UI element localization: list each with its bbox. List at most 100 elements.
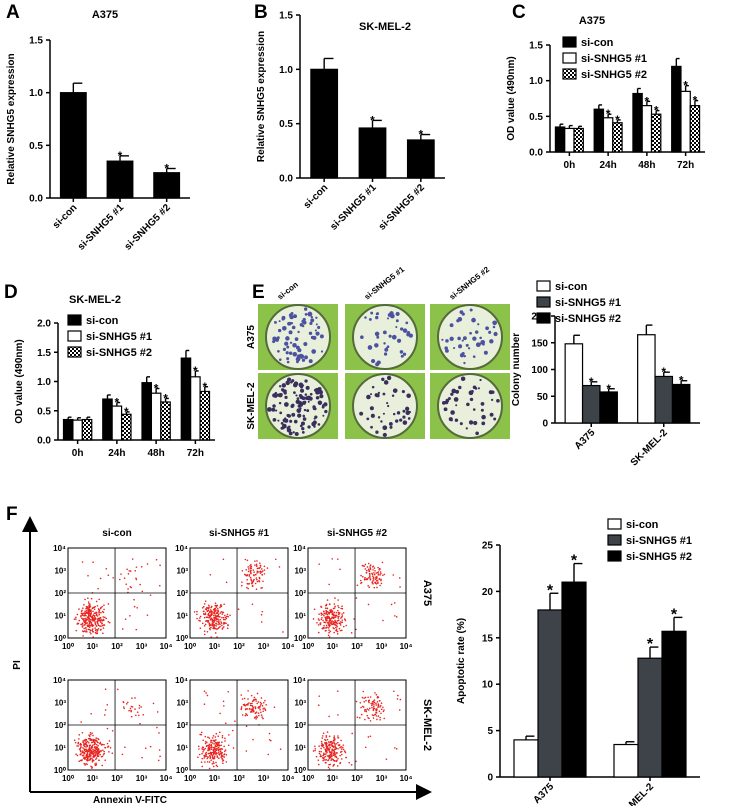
flow-dot <box>373 701 376 704</box>
flow-x-tick-label: 10¹ <box>327 642 339 651</box>
flow-dot <box>99 621 102 623</box>
error-bar <box>625 741 635 745</box>
significance: * <box>163 391 168 405</box>
flow-dot <box>96 604 99 607</box>
colony-dot <box>297 404 301 408</box>
colony-dot <box>278 358 282 361</box>
significance: * <box>647 636 654 653</box>
flow-dot <box>252 709 255 711</box>
bar <box>661 630 687 778</box>
flow-dot <box>331 620 334 622</box>
flow-dot <box>383 709 385 711</box>
flow-dot <box>85 614 87 617</box>
flow-dot <box>251 581 254 583</box>
flow-dot <box>329 622 332 624</box>
error-bar <box>76 417 81 421</box>
flow-dot <box>204 754 206 757</box>
flow-dot <box>81 561 84 563</box>
colony-dot <box>389 311 394 316</box>
colony-dot <box>377 391 381 394</box>
legend-swatch <box>607 534 622 546</box>
flow-dot <box>342 746 344 749</box>
flow-dot <box>372 709 375 712</box>
significance: * <box>606 382 611 396</box>
flow-dot <box>221 741 223 744</box>
flow-dot <box>222 627 224 629</box>
significance: * <box>164 162 169 176</box>
flow-dot <box>258 580 261 583</box>
flow-dot <box>219 712 221 715</box>
flow-dot <box>85 753 88 756</box>
colony-dot <box>469 331 472 335</box>
flow-dot <box>215 749 218 752</box>
flow-dot <box>244 714 247 717</box>
flow-dot <box>94 621 96 623</box>
flow-dot <box>94 616 96 618</box>
flow-dot <box>262 710 264 713</box>
colony-dot <box>282 426 285 430</box>
flow-dot <box>373 705 375 708</box>
flow-dot <box>211 763 214 765</box>
flow-dot <box>75 753 77 756</box>
flow-dot <box>208 606 210 608</box>
flow-dot <box>223 745 225 748</box>
flow-dot <box>97 627 100 630</box>
colony-dot <box>298 382 304 388</box>
flow-dot <box>317 704 320 707</box>
flow-dot <box>256 567 259 570</box>
flow-dot <box>80 615 82 618</box>
flow-dot <box>341 605 343 608</box>
flow-dot <box>263 573 266 575</box>
y-tick-label: 0 <box>487 773 493 784</box>
flow-dot <box>255 577 258 579</box>
flow-dot <box>363 701 366 703</box>
flow-x-tick-label: 10² <box>111 642 123 651</box>
flow-dot <box>205 753 208 756</box>
x-tick-label: 24h <box>600 160 617 171</box>
flow-dot <box>130 709 132 712</box>
flow-dot <box>124 618 127 620</box>
flow-row-label: A375 <box>421 580 433 606</box>
flow-dot <box>320 605 322 608</box>
flow-dot <box>217 748 220 751</box>
colony-dot <box>311 349 317 354</box>
flow-dot <box>158 732 160 734</box>
flow-dot <box>135 628 138 631</box>
flow-dot <box>323 746 325 749</box>
flow-dot <box>198 748 200 750</box>
flow-dot <box>201 757 204 760</box>
colony-dot <box>308 359 313 364</box>
flow-dot <box>392 690 395 693</box>
flow-dot <box>206 694 209 697</box>
y-tick-label: 15 <box>482 633 494 644</box>
flow-dot <box>368 570 371 573</box>
significance: * <box>571 553 578 570</box>
flow-x-tick-label: 10² <box>351 642 363 651</box>
y-tick-label: 0.0 <box>29 194 43 205</box>
significance: * <box>418 128 423 142</box>
flow-y-tick-label: 10² <box>54 589 66 598</box>
flow-dot <box>204 740 207 743</box>
legend-swatch <box>67 314 82 326</box>
colony-dot <box>314 329 317 332</box>
flow-dot <box>321 742 323 745</box>
flow-dot <box>78 619 81 622</box>
flow-dot <box>262 708 264 710</box>
flow-dot <box>367 603 370 606</box>
flow-dot <box>369 696 372 698</box>
flow-dot <box>332 621 335 623</box>
flow-x-tick-label: 10² <box>351 774 363 783</box>
flow-dot <box>101 622 103 624</box>
flow-dot <box>253 574 255 577</box>
colony-dot <box>310 315 313 319</box>
colony-dot <box>297 330 300 334</box>
flow-dot <box>218 616 221 618</box>
flow-dot <box>253 696 256 699</box>
colony-dot <box>293 314 298 319</box>
flow-dot <box>123 577 126 580</box>
flow-dot <box>96 752 98 755</box>
colony-dot <box>386 375 392 381</box>
flow-dot <box>81 623 83 626</box>
flow-dot <box>116 688 119 691</box>
flow-dot <box>92 614 95 617</box>
